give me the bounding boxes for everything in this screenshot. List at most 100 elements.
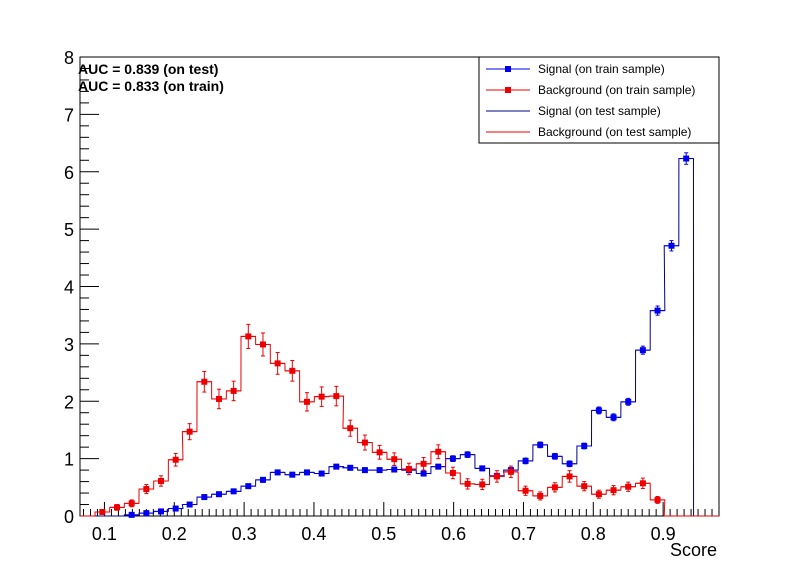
series-0-point: [654, 307, 661, 314]
series-0-point: [201, 494, 208, 501]
series-1-point: [114, 504, 121, 511]
series-0-point: [522, 457, 529, 464]
series-0-point: [361, 467, 368, 474]
series-1-point: [537, 492, 544, 499]
series-1-point: [361, 439, 368, 446]
x-tick-label: 0.6: [441, 524, 466, 544]
legend-marker-signal-train: [505, 66, 511, 72]
series-0-point: [289, 471, 296, 478]
series-1-point: [289, 367, 296, 374]
series-1-point: [522, 487, 529, 494]
series-1-point: [507, 468, 514, 475]
series-0-point: [610, 414, 617, 421]
y-tick-label: 5: [64, 220, 74, 240]
series-0-point: [639, 347, 646, 354]
y-tick-label: 7: [64, 105, 74, 125]
series-1-point: [610, 487, 617, 494]
series-0-point: [347, 464, 354, 471]
series-0-point: [318, 470, 325, 477]
series-1-point: [333, 393, 340, 400]
series-0-point: [333, 463, 340, 470]
series-1-point: [464, 480, 471, 487]
series-0-point: [259, 476, 266, 483]
legend-entry-signal-test: Signal (on test sample): [486, 104, 661, 118]
series-1-point: [639, 480, 646, 487]
series-0-point: [420, 470, 427, 477]
series-0-point: [595, 407, 602, 414]
series-0-point: [537, 441, 544, 448]
series-1-point: [259, 341, 266, 348]
series-0-point: [683, 155, 690, 162]
legend-marker-background-train: [505, 87, 511, 93]
legend-label-signal-train: Signal (on train sample): [538, 62, 665, 76]
series-1-point: [376, 449, 383, 456]
x-axis-title: Score: [670, 540, 717, 560]
series-1-point: [186, 428, 193, 435]
x-tick-label: 0.3: [232, 524, 257, 544]
series-1-point: [435, 448, 442, 455]
series-0-point: [303, 469, 310, 476]
series-1-point: [245, 333, 252, 340]
series-1-point: [581, 483, 588, 490]
series-0-point: [274, 469, 281, 476]
series-0-point: [668, 242, 675, 249]
series-1-point: [318, 393, 325, 400]
legend-entry-signal-train: Signal (on train sample): [486, 62, 665, 76]
y-tick-label: 8: [64, 48, 74, 68]
series-1-point: [274, 360, 281, 367]
legend-entry-background-train: Background (on train sample): [486, 83, 695, 97]
x-tick-label: 0.1: [92, 524, 117, 544]
y-tick-label: 0: [64, 507, 74, 527]
legend-label-background-test: Background (on test sample): [538, 125, 691, 139]
x-axis-ticks: 0.1 0.2 0.3 0.4 0.5 0.6 0.7 0.8 0.9: [82, 502, 720, 544]
series-1-point: [449, 469, 456, 476]
series-0-point: [625, 398, 632, 405]
x-tick-label: 0.5: [371, 524, 396, 544]
series-layer: [80, 152, 719, 518]
series-0-point: [435, 463, 442, 470]
series-1-point: [405, 465, 412, 472]
legend: Signal (on train sample) Background (on …: [478, 56, 720, 144]
legend-entry-background-test: Background (on test sample): [486, 125, 691, 139]
series-0-group: [124, 152, 694, 518]
series-1-point: [230, 387, 237, 394]
auc-train-label: AUC = 0.833 (on train): [78, 78, 224, 94]
series-0-point: [128, 511, 135, 518]
y-tick-label: 1: [64, 450, 74, 470]
series-0-point: [186, 501, 193, 508]
y-axis-ticks: 0 1 2 3 4 5 6 7 8: [64, 48, 99, 527]
series-1-point: [172, 456, 179, 463]
series-0-point: [245, 483, 252, 490]
series-1-point: [391, 456, 398, 463]
series-1-point: [551, 484, 558, 491]
series-1-point: [493, 473, 500, 480]
series-1-point: [215, 395, 222, 402]
series-1-point: [143, 486, 150, 493]
series-1-point: [347, 425, 354, 432]
series-0-point: [581, 443, 588, 450]
series-0-point: [158, 508, 165, 515]
x-tick-label: 0.8: [581, 524, 606, 544]
series-1-point: [566, 473, 573, 480]
series-1-point: [158, 478, 165, 485]
y-tick-label: 2: [64, 392, 74, 412]
series-0-point: [230, 488, 237, 495]
x-tick-label: 0.9: [651, 524, 676, 544]
y-tick-label: 3: [64, 335, 74, 355]
series-1-point: [595, 491, 602, 498]
series-0-point: [172, 505, 179, 512]
series-1-point: [99, 508, 106, 515]
auc-test-label: AUC = 0.839 (on test): [78, 61, 218, 77]
series-0-point: [551, 453, 558, 460]
series-1-point: [654, 496, 661, 503]
legend-box: [478, 56, 720, 144]
series-0-point: [449, 455, 456, 462]
x-tick-label: 0.4: [301, 524, 326, 544]
series-1-point: [420, 460, 427, 467]
series-0-point: [566, 460, 573, 467]
x-tick-label: 0.7: [511, 524, 536, 544]
series-0-point: [143, 510, 150, 517]
series-1-point: [201, 378, 208, 385]
x-tick-label: 0.2: [162, 524, 187, 544]
